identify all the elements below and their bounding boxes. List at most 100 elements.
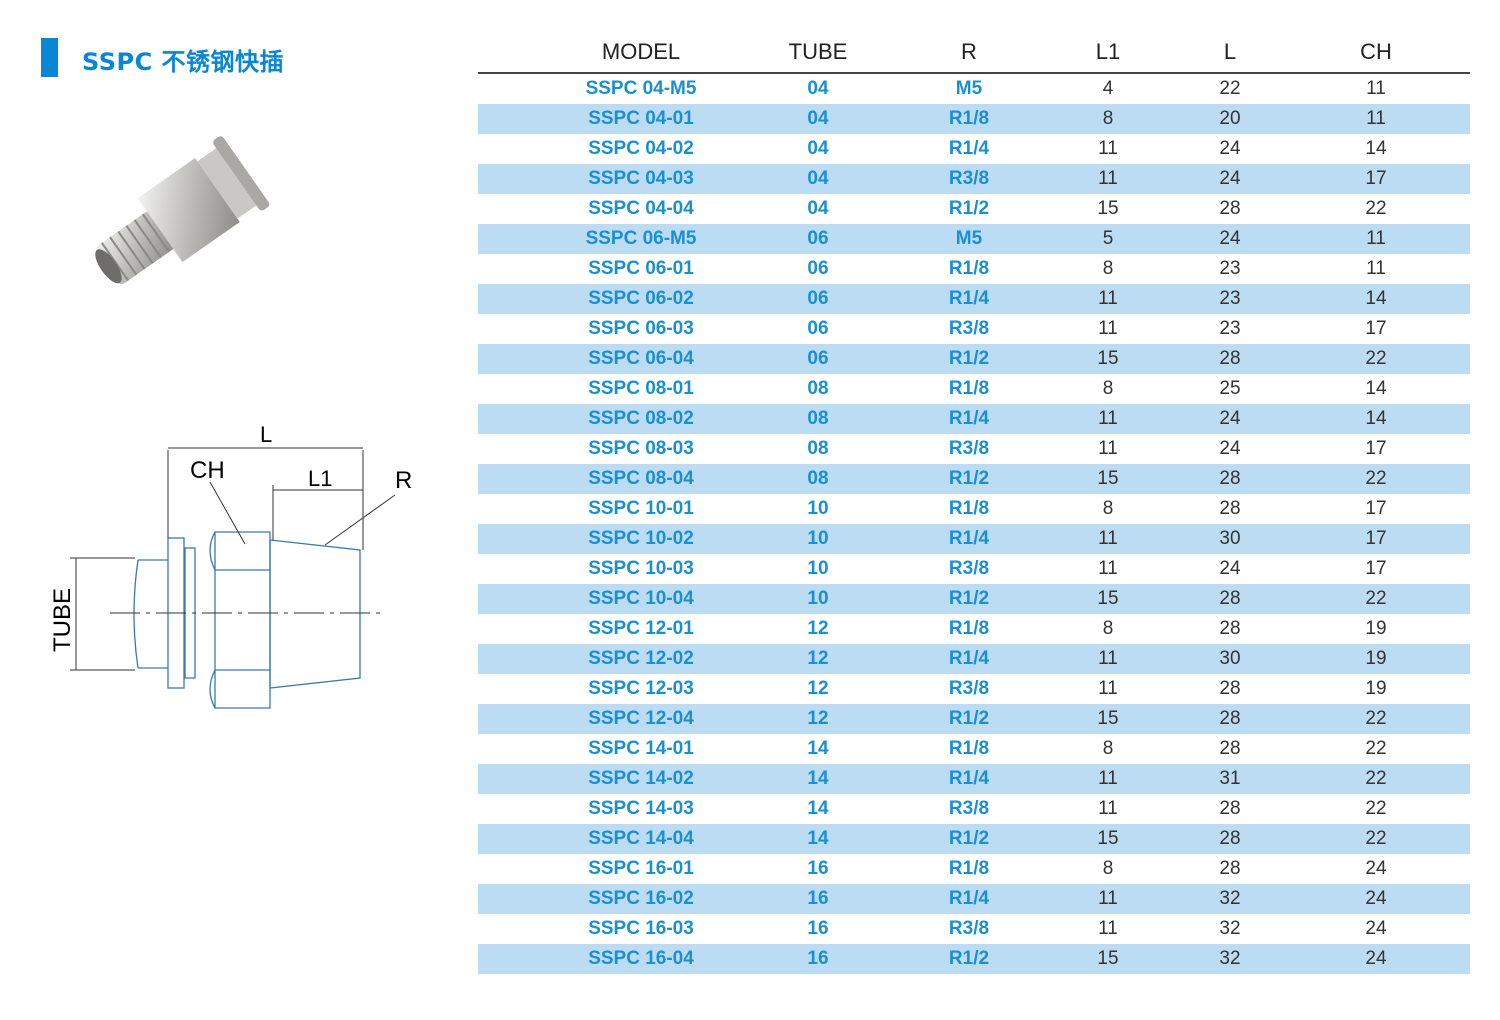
cell-tube: 06: [807, 258, 829, 279]
table-row: SSPC 16-03 16 R3/8 11 32 24: [478, 914, 1470, 944]
cell-ch: 22: [1365, 828, 1387, 849]
cell-tube: 04: [807, 198, 829, 219]
cell-tube: 14: [807, 798, 829, 819]
cell-model: SSPC 14-02: [588, 768, 694, 789]
cell-r: R1/2: [948, 468, 990, 489]
table-row: SSPC 10-01 10 R1/8 8 28 17: [478, 494, 1470, 524]
cell-l1: 11: [1098, 918, 1118, 939]
cell-l1: 11: [1098, 558, 1118, 579]
diagram-label-tube: TUBE: [49, 588, 76, 652]
table-row: SSPC 10-04 10 R1/2 15 28 22: [478, 584, 1470, 614]
cell-model: SSPC 08-04: [588, 468, 694, 489]
cell-tube: 04: [807, 168, 829, 189]
cell-l1: 15: [1097, 468, 1119, 489]
cell-l1: 11: [1098, 138, 1118, 159]
cell-l: 28: [1219, 708, 1241, 729]
cell-l: 28: [1219, 198, 1241, 219]
cell-model: SSPC 12-01: [588, 618, 694, 639]
cell-l: 32: [1219, 948, 1241, 969]
cell-r: R1/4: [948, 888, 990, 909]
cell-r: R3/8: [948, 918, 990, 939]
cell-tube: 10: [807, 588, 829, 609]
cell-l: 28: [1219, 858, 1241, 879]
cell-l1: 15: [1097, 348, 1119, 369]
cell-l1: 11: [1098, 438, 1118, 459]
table-row: SSPC 12-03 12 R3/8 11 28 19: [478, 674, 1470, 704]
cell-model: SSPC 06-03: [588, 318, 694, 339]
cell-r: R1/4: [948, 138, 990, 159]
cell-r: R3/8: [948, 678, 990, 699]
header-l: L: [1223, 39, 1237, 64]
table-header: MODEL TUBE R L1 L CH: [478, 34, 1470, 74]
cell-model: SSPC 08-02: [588, 408, 694, 429]
cell-model: SSPC 04-01: [588, 108, 694, 129]
table-row: SSPC 08-03 08 R3/8 11 24 17: [478, 434, 1470, 464]
cell-tube: 10: [807, 558, 829, 579]
cell-l1: 4: [1102, 78, 1114, 99]
cell-tube: 04: [807, 78, 829, 99]
table-row: SSPC 04-01 04 R1/8 8 20 11: [478, 104, 1470, 134]
cell-r: R1/4: [948, 528, 990, 549]
table-row: SSPC 06-01 06 R1/8 8 23 11: [478, 254, 1470, 284]
cell-r: R1/8: [948, 738, 990, 759]
cell-ch: 17: [1365, 528, 1387, 549]
cell-tube: 04: [807, 138, 829, 159]
cell-tube: 14: [807, 828, 829, 849]
table-row: SSPC 06-M5 06 M5 5 24 11: [478, 224, 1470, 254]
cell-ch: 22: [1365, 798, 1387, 819]
cell-ch: 14: [1365, 288, 1387, 309]
cell-l: 28: [1219, 828, 1241, 849]
cell-tube: 14: [807, 768, 829, 789]
table-row: SSPC 14-01 14 R1/8 8 28 22: [478, 734, 1470, 764]
table-row: SSPC 06-03 06 R3/8 11 23 17: [478, 314, 1470, 344]
cell-ch: 22: [1365, 198, 1387, 219]
cell-tube: 08: [807, 408, 829, 429]
cell-model: SSPC 04-M5: [585, 78, 697, 99]
table-row: SSPC 04-02 04 R1/4 11 24 14: [478, 134, 1470, 164]
cell-l1: 8: [1102, 258, 1114, 279]
cell-l1: 8: [1102, 738, 1114, 759]
diagram-label-r: R: [395, 467, 412, 494]
cell-ch: 17: [1365, 318, 1387, 339]
cell-l: 24: [1219, 408, 1241, 429]
cell-ch: 22: [1365, 348, 1387, 369]
cell-tube: 12: [807, 618, 829, 639]
table-body: SSPC 04-M5 04 M5 4 22 11 SSPC 04-01 04 R1/8 8 20 11…: [478, 74, 1470, 974]
table-row: SSPC 12-01 12 R1/8 8 28 19: [478, 614, 1470, 644]
cell-ch: 19: [1365, 618, 1387, 639]
cell-l: 31: [1219, 768, 1241, 789]
table-row: SSPC 14-03 14 R3/8 11 28 22: [478, 794, 1470, 824]
cell-tube: 16: [807, 888, 829, 909]
cell-ch: 19: [1365, 678, 1387, 699]
diagram-label-l: L: [260, 422, 272, 447]
cell-tube: 06: [807, 288, 829, 309]
cell-ch: 22: [1365, 768, 1387, 789]
cell-r: R1/2: [948, 708, 990, 729]
cell-l: 28: [1219, 498, 1241, 519]
cell-model: SSPC 16-02: [588, 888, 694, 909]
cell-l1: 8: [1102, 618, 1114, 639]
diagram-label-l1: L1: [308, 466, 332, 491]
cell-r: R3/8: [948, 798, 990, 819]
cell-model: SSPC 16-03: [588, 918, 694, 939]
cell-l: 32: [1219, 888, 1241, 909]
cell-l: 25: [1219, 378, 1241, 399]
cell-l1: 8: [1102, 108, 1114, 129]
cell-l1: 11: [1098, 798, 1118, 819]
cell-l: 24: [1219, 228, 1241, 249]
cell-ch: 24: [1365, 948, 1387, 969]
table-row: SSPC 16-02 16 R1/4 11 32 24: [478, 884, 1470, 914]
cell-tube: 16: [807, 918, 829, 939]
table-row: SSPC 08-04 08 R1/2 15 28 22: [478, 464, 1470, 494]
cell-r: R3/8: [948, 558, 990, 579]
cell-ch: 17: [1365, 438, 1387, 459]
cell-model: SSPC 16-01: [588, 858, 694, 879]
cell-model: SSPC 10-03: [588, 558, 694, 579]
cell-ch: 11: [1366, 108, 1386, 129]
cell-r: R1/2: [948, 198, 990, 219]
cell-l: 28: [1219, 588, 1241, 609]
cell-model: SSPC 10-04: [588, 588, 694, 609]
cell-ch: 22: [1365, 708, 1387, 729]
cell-l1: 11: [1098, 678, 1118, 699]
table-row: SSPC 12-04 12 R1/2 15 28 22: [478, 704, 1470, 734]
